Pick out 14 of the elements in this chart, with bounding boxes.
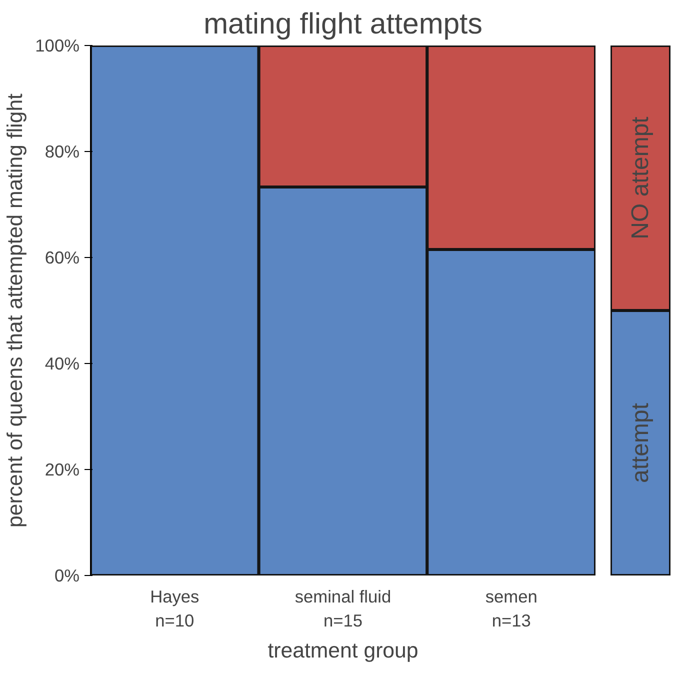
text: attempt [627, 402, 654, 484]
chart-title: mating flight attempts [204, 8, 482, 40]
y-tick-label: 60% [44, 248, 80, 268]
text: NO attempt [627, 116, 654, 240]
y-tick-label: 20% [44, 460, 80, 480]
x-tick-label: seminal fluid n=15 [294, 586, 392, 630]
x-tick-label: Hayes n=10 [150, 586, 200, 630]
y-tick-label: 0% [54, 566, 80, 586]
y-tick-label: 80% [44, 142, 80, 162]
y-tick-label: 40% [44, 354, 80, 374]
y-axis-title: percent of queens that attempted mating flight [3, 93, 28, 528]
y-tick-label: 100% [35, 36, 80, 56]
x-axis-title: treatment group [268, 638, 418, 662]
x-tick-label: semen n=13 [485, 586, 538, 630]
